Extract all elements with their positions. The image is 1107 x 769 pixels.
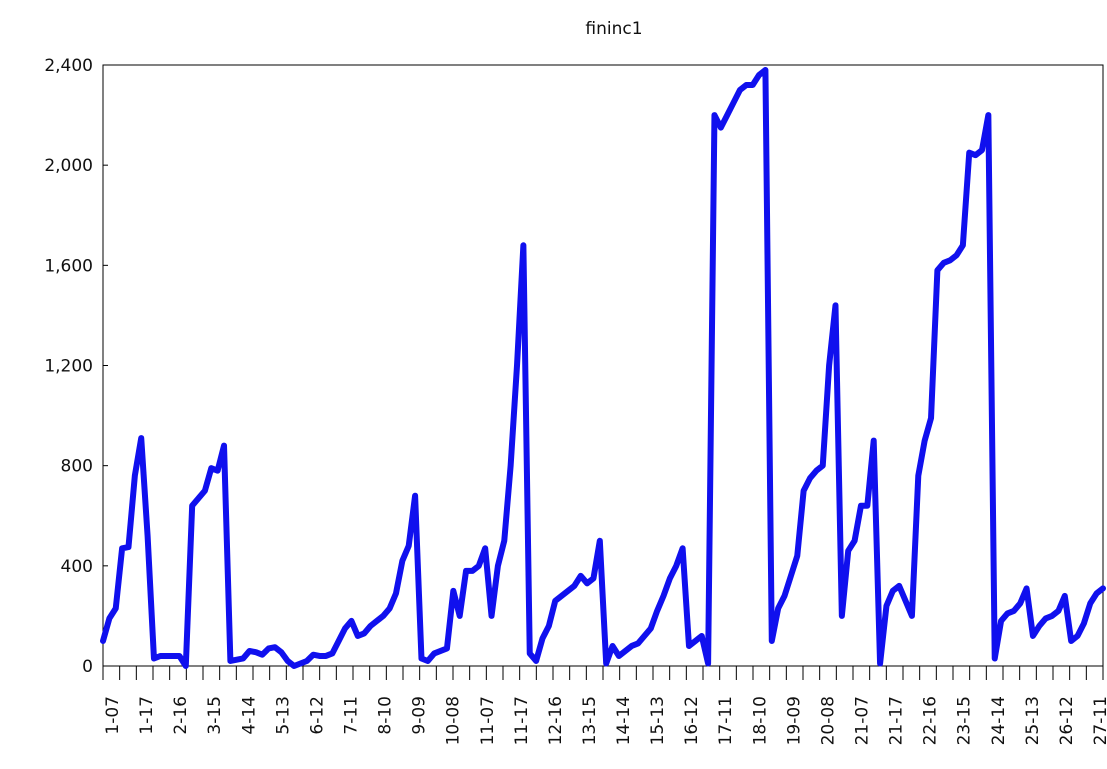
x-tick-label: 11-17 xyxy=(512,696,532,745)
x-tick-label: 27-11 xyxy=(1091,696,1107,745)
x-tick-label: 18-10 xyxy=(750,696,770,745)
x-tick-label: 16-12 xyxy=(682,696,702,745)
x-tick-label: 21-17 xyxy=(887,696,907,745)
y-tick-label: 2,400 xyxy=(44,56,93,76)
x-tick-label: 19-09 xyxy=(784,696,804,745)
y-tick-label: 800 xyxy=(61,457,93,477)
x-tick-label: 8-10 xyxy=(376,696,396,735)
x-tick-label: 5-13 xyxy=(273,696,293,735)
y-tick-label: 1,600 xyxy=(44,256,93,276)
x-tick-label: 26-12 xyxy=(1057,696,1077,745)
x-tick-label: 21-07 xyxy=(853,696,873,745)
x-tick-label: 10-08 xyxy=(444,696,464,745)
x-tick-label: 15-13 xyxy=(648,696,668,745)
y-tick-label: 2,000 xyxy=(44,156,93,176)
x-tick-label: 11-07 xyxy=(478,696,498,745)
x-tick-label: 23-15 xyxy=(955,696,975,745)
x-tick-label: 17-11 xyxy=(716,696,736,745)
x-tick-label: 6-12 xyxy=(307,696,327,735)
x-tick-label: 2-16 xyxy=(171,696,191,735)
y-tick-label: 400 xyxy=(61,557,93,577)
x-tick-label: 25-13 xyxy=(1023,696,1043,745)
x-tick-label: 1-17 xyxy=(137,696,157,735)
x-tick-label: 4-14 xyxy=(239,696,259,735)
series-layer xyxy=(100,67,1106,669)
x-tick-label: 13-15 xyxy=(580,696,600,745)
chart-title: fininc1 xyxy=(585,19,642,39)
series-line xyxy=(100,67,1106,669)
x-tick-label: 20-08 xyxy=(818,696,838,745)
x-tick-label: 14-14 xyxy=(614,696,634,745)
y-axis: 0 400 800 1,200 1,600 2,000 2,400 xyxy=(44,56,108,677)
x-tick-label: 12-16 xyxy=(546,696,566,745)
x-tick-label: 22-16 xyxy=(921,696,941,745)
x-axis: 1-07 1-17 2-16 3-15 4-14 5-13 6-12 7-11 8-10 9-09… xyxy=(102,666,1107,745)
x-tick-label: 3-15 xyxy=(205,696,225,735)
y-tick-label: 0 xyxy=(82,657,93,677)
x-tick-label: 1-07 xyxy=(103,696,123,735)
y-tick-label: 1,200 xyxy=(44,357,93,377)
x-tick-label: 24-14 xyxy=(989,696,1009,745)
x-tick-label: 7-11 xyxy=(341,696,361,735)
x-tick-label: 9-09 xyxy=(410,696,430,735)
